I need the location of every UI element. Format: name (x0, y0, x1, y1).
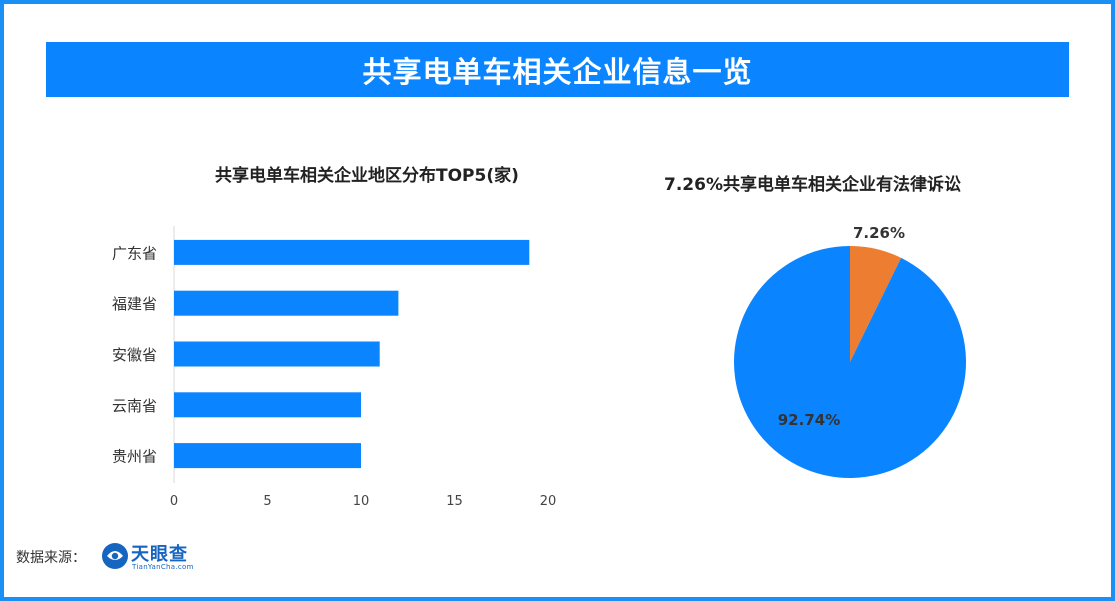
tianyancha-logo-icon (102, 543, 128, 569)
logo-subtext: TianYanCha.com (132, 563, 194, 571)
x-tick-label: 5 (263, 494, 271, 509)
pie-slice-2 (733, 246, 966, 478)
x-tick-label: 15 (446, 494, 463, 509)
x-tick-label: 0 (170, 494, 178, 509)
logo-text: 天眼查 (131, 544, 188, 565)
tianyancha-logo: 天眼查 TianYanCha.com (101, 540, 201, 574)
pie-chart-title: 7.26%共享电单车相关企业有法律诉讼 (664, 175, 961, 195)
title-banner: 共享电单车相关企业信息一览 (46, 42, 1069, 97)
pie-slice-1 (850, 246, 902, 362)
source-label: 数据来源： (16, 550, 86, 566)
bar-4 (174, 392, 361, 418)
bar-3 (174, 341, 380, 367)
x-tick-label: 20 (540, 494, 557, 509)
bar-2 (174, 290, 399, 316)
bar-1 (174, 239, 530, 265)
x-tick-label: 10 (353, 494, 370, 509)
category-label: 广东省 (112, 244, 157, 262)
bar-5 (174, 443, 361, 469)
pie-slice-label: 7.26% (853, 224, 905, 242)
page-title: 共享电单车相关企业信息一览 (362, 54, 753, 89)
category-label: 安徽省 (112, 346, 157, 364)
category-label: 云南省 (112, 397, 157, 415)
pie-slice-label: 92.74% (778, 411, 840, 429)
bar-chart-title: 共享电单车相关企业地区分布TOP5(家) (215, 166, 519, 186)
category-label: 贵州省 (112, 448, 157, 466)
category-label: 福建省 (112, 295, 157, 313)
